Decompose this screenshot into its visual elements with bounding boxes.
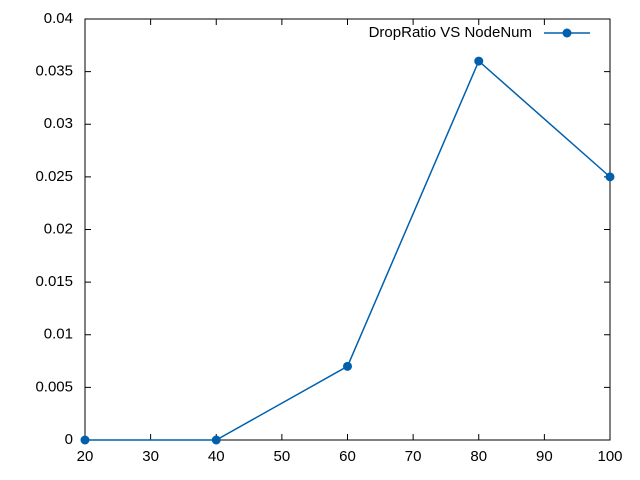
- y-tick-label: 0.005: [35, 378, 73, 395]
- data-point: [80, 435, 90, 445]
- x-tick-label: 30: [142, 448, 159, 465]
- series-layer: [80, 56, 615, 445]
- y-tick-label: 0: [65, 431, 73, 448]
- x-tick-label: 40: [208, 448, 225, 465]
- series-line: [85, 59, 611, 441]
- y-tick-label: 0.03: [44, 115, 73, 132]
- data-point: [474, 56, 484, 66]
- legend-label: DropRatio VS NodeNum: [369, 24, 532, 41]
- x-tick-label: 80: [470, 448, 487, 465]
- data-point: [605, 172, 615, 182]
- x-tick-label: 20: [77, 448, 94, 465]
- x-tick-label: 100: [597, 448, 622, 465]
- y-tick-label: 0.01: [44, 326, 73, 343]
- x-tick-label: 50: [274, 448, 291, 465]
- y-tick-label: 0.035: [35, 63, 73, 80]
- x-tick-label: 70: [405, 448, 422, 465]
- y-tick-label: 0.025: [35, 168, 73, 185]
- data-point: [343, 361, 352, 371]
- legend-marker: [562, 28, 572, 38]
- legend: DropRatio VS NodeNum: [369, 24, 590, 41]
- y-tick-label: 0.02: [44, 220, 73, 237]
- tick-labels: 20 30 40 50 60 70 80 90 100 0 0.005 0.01 0.015 0.02 0.…: [35, 10, 622, 465]
- x-tick-label: 60: [339, 448, 356, 465]
- x-tick-label: 90: [536, 448, 553, 465]
- y-tick-label: 0.015: [35, 273, 73, 290]
- plot-frame: [84, 18, 611, 441]
- y-tick-label: 0.04: [44, 10, 73, 27]
- data-point: [211, 435, 221, 445]
- tick-marks: [84, 18, 611, 441]
